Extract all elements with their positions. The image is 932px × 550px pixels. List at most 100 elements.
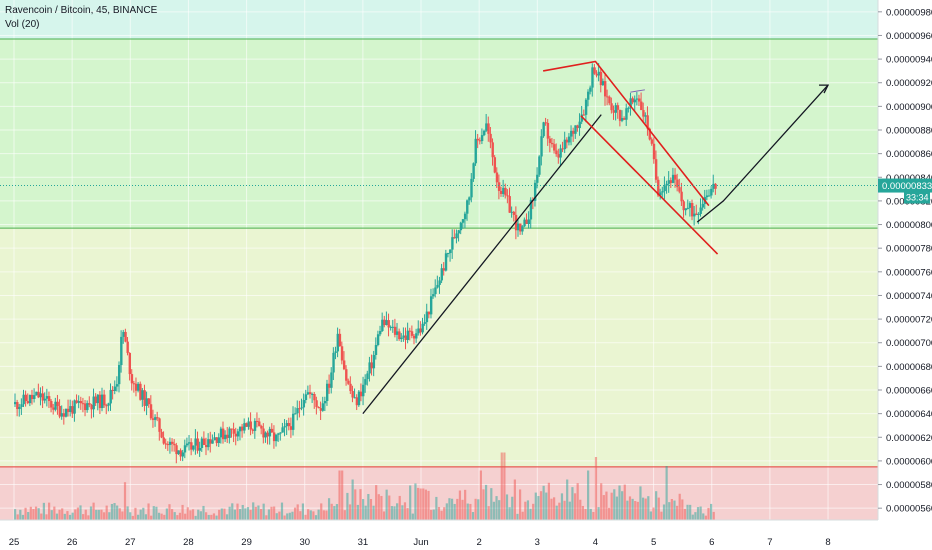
volume-bar — [683, 508, 687, 520]
candle-body — [446, 253, 450, 255]
candle-body — [209, 439, 212, 444]
candle-body — [33, 395, 36, 399]
candle-body — [111, 389, 115, 391]
candle-body — [595, 73, 598, 76]
candle-body — [417, 328, 420, 334]
candle-body — [18, 406, 21, 410]
candle-body — [633, 99, 637, 103]
candle-body — [701, 203, 705, 208]
volume-bar — [304, 514, 307, 520]
candle-body — [438, 280, 441, 285]
candle-body — [260, 425, 263, 429]
volume-bar — [254, 506, 257, 520]
volume-bar — [450, 498, 454, 520]
candle-body — [262, 428, 265, 438]
projection-arrow[interactable] — [696, 84, 829, 223]
volume-bar — [335, 504, 339, 520]
candle-body — [478, 140, 482, 142]
candle-body — [75, 400, 78, 403]
candle-body — [593, 67, 596, 74]
candle-body — [294, 413, 297, 415]
volume-bar — [634, 501, 637, 520]
price-tick-label: 0.00000860 — [886, 149, 932, 160]
candle-body — [45, 396, 49, 399]
volume-bar — [537, 496, 540, 520]
volume-bar — [354, 489, 357, 520]
candle-body — [688, 203, 692, 208]
candle-body — [646, 115, 649, 129]
candle-body — [714, 183, 717, 189]
volume-bar — [102, 512, 106, 520]
volume-bar — [134, 507, 137, 520]
candle-body — [451, 237, 454, 250]
candle-body — [300, 407, 303, 409]
candle-body — [684, 208, 688, 211]
volume-bar — [655, 491, 658, 520]
volume-bar — [482, 489, 485, 520]
candle-body — [667, 180, 671, 184]
volume-bar — [123, 482, 127, 520]
candle-body — [130, 374, 134, 384]
candle-body — [188, 442, 191, 444]
time-tick-label: 27 — [125, 537, 136, 548]
volume-bar — [327, 498, 331, 520]
volume-bar — [369, 499, 373, 520]
price-tick-label: 0.00000560 — [886, 504, 932, 515]
volume-bar — [265, 515, 268, 520]
candle-body — [616, 105, 620, 110]
candle-body — [122, 331, 125, 337]
candle-body — [391, 326, 395, 328]
candle-body — [637, 98, 641, 102]
volume-bar — [207, 514, 210, 520]
arrow-head-icon — [819, 84, 830, 94]
candle-body — [493, 157, 497, 173]
volume-bar — [534, 492, 537, 520]
candle-body — [686, 207, 690, 209]
candle-body — [635, 98, 639, 100]
candle-body — [536, 174, 539, 183]
volume-bar — [14, 509, 17, 520]
candle-body — [425, 311, 429, 323]
volume-bar — [461, 499, 464, 520]
candle-body — [30, 394, 34, 399]
trendline[interactable] — [362, 114, 602, 415]
volume-bar — [296, 504, 299, 520]
volume-bar — [657, 497, 660, 520]
candle-body — [525, 219, 528, 225]
volume-bar — [170, 509, 174, 520]
candle-body — [412, 335, 416, 339]
candle-body — [323, 400, 327, 404]
candle-body — [576, 125, 579, 129]
volume-bar — [518, 489, 522, 520]
price-tick-label: 0.00000640 — [886, 409, 932, 420]
price-axis[interactable] — [878, 0, 932, 550]
candle-body — [77, 401, 81, 403]
volume-bar — [108, 512, 111, 520]
candle-body — [292, 413, 295, 430]
volume-bar — [681, 499, 684, 520]
time-tick-label: 8 — [825, 537, 830, 548]
price-tick-label: 0.00000680 — [886, 362, 932, 373]
candle-body — [243, 423, 246, 431]
candle-body — [213, 437, 216, 441]
channel-lower-line[interactable] — [580, 115, 719, 255]
volume-bar — [307, 509, 310, 520]
candle-body — [623, 118, 626, 120]
candle-body — [149, 404, 153, 419]
candle-body — [84, 403, 87, 411]
volume-bar — [568, 501, 571, 520]
channel-upper-line[interactable] — [542, 60, 710, 207]
volume-bar — [210, 514, 213, 520]
candle-body — [230, 428, 233, 430]
volume-bar — [678, 493, 681, 520]
time-axis[interactable] — [0, 520, 932, 550]
candle-body — [22, 394, 25, 405]
candle-body — [126, 341, 129, 353]
candle-body — [533, 182, 537, 201]
zone-upper — [0, 39, 878, 229]
candle-body — [519, 223, 522, 232]
volume-bar — [393, 506, 396, 520]
candle-body — [357, 391, 361, 406]
candle-body — [147, 398, 151, 405]
